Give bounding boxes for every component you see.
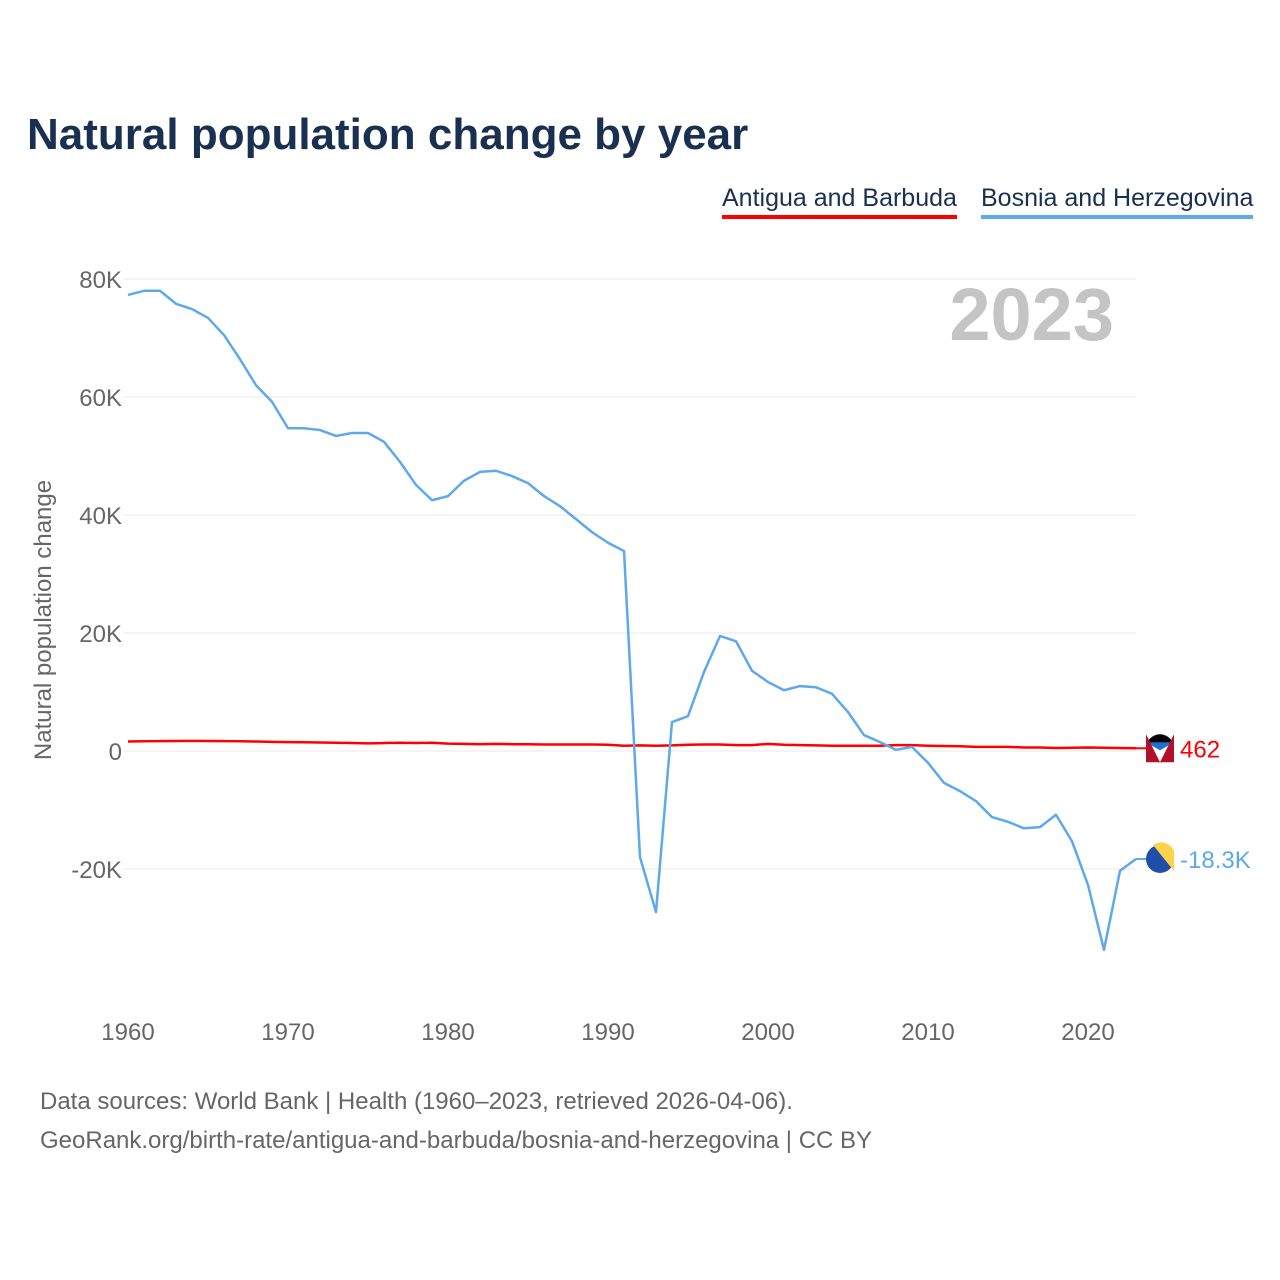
x-tick-label: 1970: [261, 1019, 314, 1046]
line-chart: 80K 60K 40K 20K 0 -20K 1960 1970 1980 1990 2000 201…: [30, 267, 1251, 1046]
y-tick-label: 60K: [79, 385, 122, 412]
legend-bosnia-and-herzegovina[interactable]: Bosnia and Herzegovina: [981, 184, 1254, 219]
x-tick-label: 1990: [581, 1019, 634, 1046]
y-tick-label: 0: [109, 739, 122, 766]
y-tick-label: 80K: [79, 267, 122, 294]
end-value-label: -18.3K: [1180, 847, 1251, 874]
page-title: Natural population change by year: [27, 110, 749, 159]
flag-detail: [1153, 842, 1174, 871]
x-tick-label: 2010: [901, 1019, 954, 1046]
flag-detail: [1146, 742, 1174, 751]
x-tick-label: 1960: [101, 1019, 154, 1046]
y-axis-label: Natural population change: [30, 480, 57, 760]
source-line: Data sources: World Bank | Health (1960–…: [40, 1088, 793, 1115]
y-tick-label: 20K: [79, 621, 122, 648]
y-tick-label: 40K: [79, 503, 122, 530]
source-url-line[interactable]: GeoRank.org/birth-rate/antigua-and-barbu…: [40, 1127, 873, 1154]
flag-detail: [1146, 734, 1174, 763]
legend-antigua-and-barbuda[interactable]: Antigua and Barbuda: [722, 184, 957, 219]
series-line-0: [127, 739, 1137, 750]
x-tick-label: 2000: [741, 1019, 794, 1046]
year-watermark: 2023: [949, 273, 1114, 356]
y-tick-label: -20K: [71, 857, 122, 884]
series-line-1: [127, 289, 1137, 952]
end-value-label: 462: [1180, 736, 1220, 763]
x-tick-label: 1980: [421, 1019, 474, 1046]
x-tick-label: 2020: [1061, 1019, 1114, 1046]
